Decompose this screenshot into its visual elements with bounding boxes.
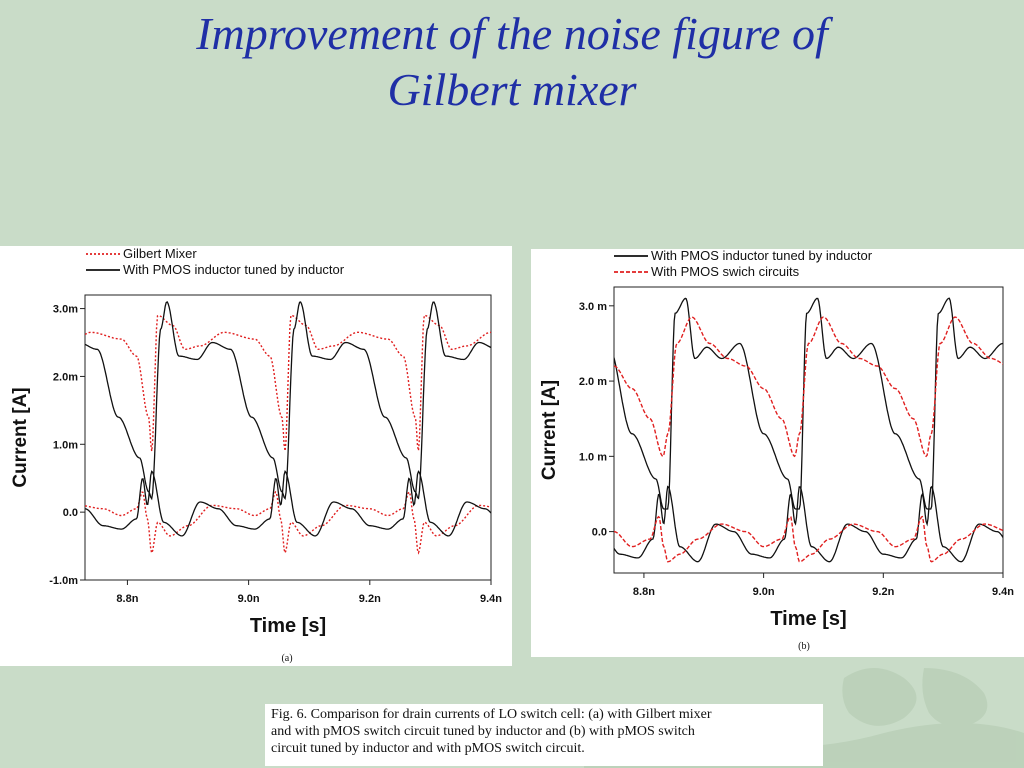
y-tick-label: 3.0m (53, 304, 78, 316)
chart-panel-b: 0.0 1.0 m 2.0 m 3.0 m 8.8n 9.0n 9.2n 9.4n Time [… (531, 249, 1024, 657)
x-axis-label: Time [s] (770, 608, 846, 630)
x-tick-label: 8.8n (116, 593, 138, 605)
legend-label-2: With PMOS swich circuits (651, 264, 800, 279)
y-tick-label: 2.0m (53, 371, 78, 383)
y-axis-label: Current [A] (10, 387, 31, 487)
y-tick-label: 1.0 m (579, 451, 607, 463)
x-tick-label: 9.4n (992, 586, 1014, 598)
legend-label-2: With PMOS inductor tuned by inductor (123, 262, 345, 277)
slide-title-line-1: Improvement of the noise figure of (196, 8, 828, 59)
y-tick-label: 2.0 m (579, 376, 607, 388)
series-line-2-high (614, 316, 1003, 458)
series-line-1-high (85, 314, 491, 452)
x-tick-label: 9.4n (480, 593, 502, 605)
series-line-1-low (614, 485, 1003, 563)
x-tick-label: 9.2n (359, 593, 381, 605)
panel-label: (a) (281, 653, 292, 664)
slide-title-line-2: Gilbert mixer (387, 64, 637, 115)
series-line-1-low (85, 490, 491, 556)
x-tick-label: 9.2n (872, 586, 894, 598)
legend-label-1: With PMOS inductor tuned by inductor (651, 249, 873, 263)
x-tick-label: 8.8n (633, 586, 655, 598)
caption-line-1: Fig. 6. Comparison for drain currents of… (271, 707, 712, 722)
chart-panel-a: -1.0m 0.0 1.0m 2.0m 3.0m 8.8n 9.0n 9.2n 9.4n Time… (0, 246, 512, 666)
series-line-2-high (85, 300, 491, 501)
legend-label-1: Gilbert Mixer (123, 246, 197, 261)
caption-line-3: circuit tuned by inductor and with pMOS … (271, 741, 585, 756)
series-line-2-low (85, 470, 491, 537)
figure-caption: Fig. 6. Comparison for drain currents of… (265, 704, 823, 766)
slide-title: Improvement of the noise figure of Gilbe… (0, 6, 1024, 118)
x-tick-label: 9.0n (238, 593, 260, 605)
y-tick-label: 3.0 m (579, 301, 607, 313)
x-tick-label: 9.0n (753, 586, 775, 598)
y-tick-label: 1.0m (53, 439, 78, 451)
y-tick-label: 0.0 (63, 507, 78, 519)
panel-label: (b) (798, 641, 810, 652)
y-axis-label: Current [A] (539, 380, 560, 480)
series-line-1-high (614, 297, 1003, 510)
series-line-2-low (614, 515, 1003, 563)
y-tick-label: -1.0m (49, 575, 78, 587)
y-tick-label: 0.0 (592, 527, 607, 539)
plot-frame (613, 286, 1004, 574)
plot-frame (84, 294, 492, 581)
caption-line-2: and with pMOS switch circuit tuned by in… (271, 724, 695, 739)
chart-b-svg: 0.0 1.0 m 2.0 m 3.0 m 8.8n 9.0n 9.2n 9.4n Time [… (539, 249, 1014, 652)
x-axis-label: Time [s] (250, 615, 326, 637)
chart-a-svg: -1.0m 0.0 1.0m 2.0m 3.0m 8.8n 9.0n 9.2n 9.4n Time… (10, 246, 502, 664)
